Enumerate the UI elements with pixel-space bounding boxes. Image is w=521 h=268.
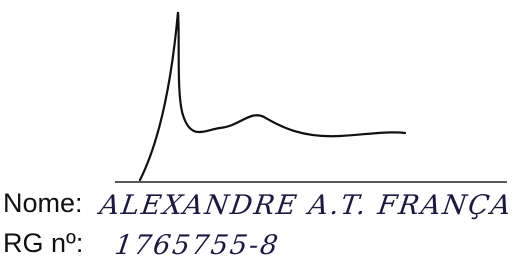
- signature-stroke: [140, 12, 405, 180]
- field-label: Nome:: [3, 190, 83, 217]
- field-label: RG nº:: [3, 230, 83, 257]
- handwritten-rg: 1765755-8: [113, 232, 281, 259]
- handwritten-name: ALEXANDRE A.T. FRANÇA: [98, 192, 514, 219]
- signature-page: {"fields": [ {"label": "Nome:", "value":…: [0, 0, 521, 268]
